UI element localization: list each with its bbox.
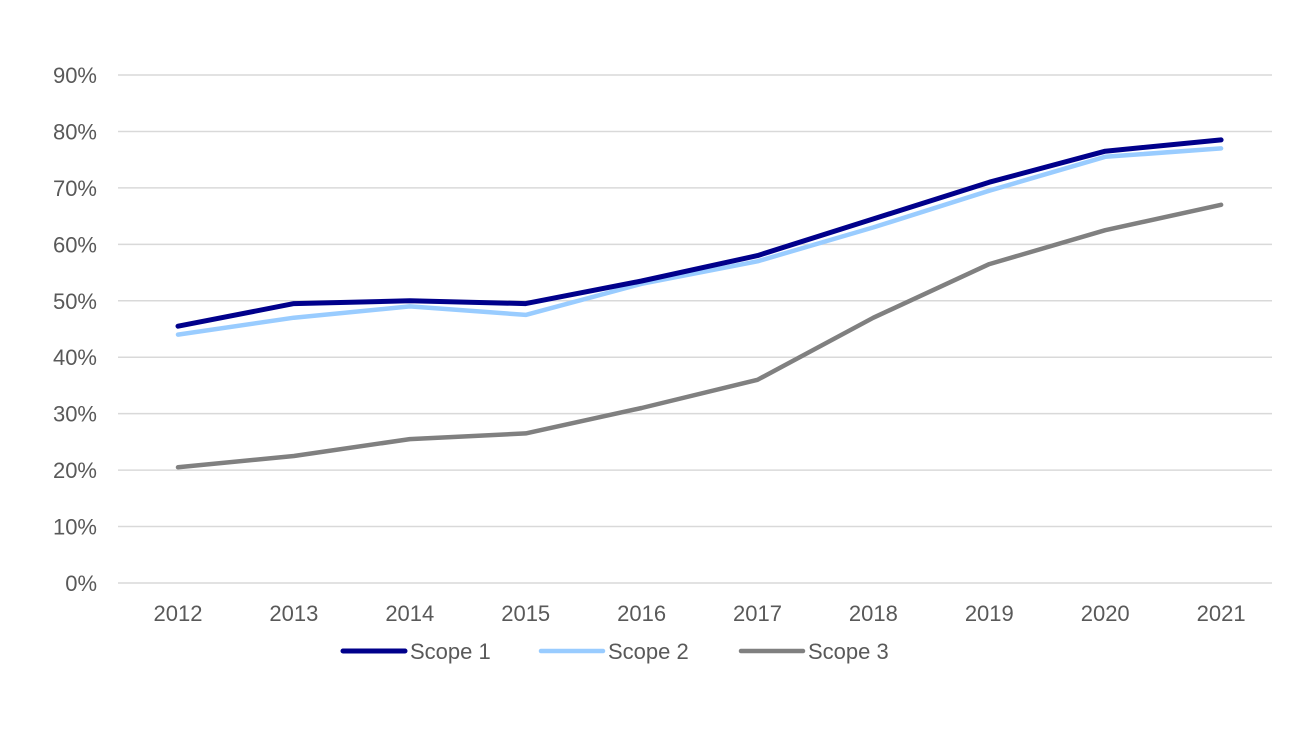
x-tick-label: 2014	[385, 601, 434, 626]
x-tick-label: 2020	[1081, 601, 1130, 626]
y-tick-label: 70%	[53, 176, 97, 201]
series-line-scope-1	[175, 137, 1224, 329]
legend: Scope 1 Scope 2 Scope 3	[340, 639, 889, 664]
legend-item: Scope 2	[538, 639, 689, 664]
y-tick-label: 0%	[65, 571, 97, 596]
y-tick-label: 30%	[53, 402, 97, 427]
x-tick-label: 2016	[617, 601, 666, 626]
series-lines	[175, 137, 1224, 470]
y-tick-label: 10%	[53, 515, 97, 540]
series-line-scope-3	[175, 202, 1224, 470]
legend-label: Scope 2	[608, 639, 689, 664]
x-tick-label: 2013	[269, 601, 318, 626]
x-axis-tick-labels: 2012 2013 2014 2015 2016 2017 2018 2019 2020 2021	[154, 601, 1246, 626]
y-tick-label: 20%	[53, 458, 97, 483]
legend-label: Scope 1	[410, 639, 491, 664]
y-tick-label: 60%	[53, 232, 97, 257]
x-tick-label: 2015	[501, 601, 550, 626]
x-tick-label: 2017	[733, 601, 782, 626]
legend-item: Scope 1	[340, 639, 491, 664]
y-axis-tick-labels: 0% 10% 20% 30% 40% 50% 60% 70% 80% 90%	[53, 63, 97, 596]
y-tick-label: 90%	[53, 63, 97, 88]
x-tick-label: 2019	[965, 601, 1014, 626]
y-tick-label: 50%	[53, 289, 97, 314]
x-tick-label: 2012	[154, 601, 203, 626]
legend-item: Scope 3	[738, 639, 889, 664]
y-tick-label: 80%	[53, 119, 97, 144]
x-tick-label: 2021	[1197, 601, 1246, 626]
series-line-scope-2	[175, 146, 1224, 337]
y-tick-label: 40%	[53, 345, 97, 370]
x-tick-label: 2018	[849, 601, 898, 626]
legend-label: Scope 3	[808, 639, 889, 664]
